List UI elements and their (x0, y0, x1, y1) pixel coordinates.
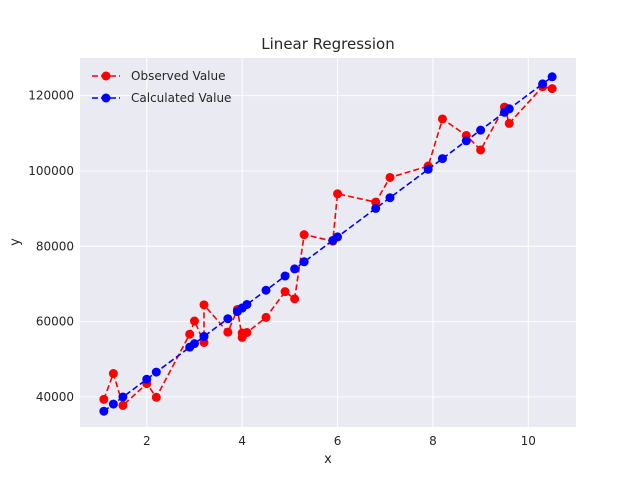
observed-value-point (290, 294, 300, 304)
x-tick-label: 8 (429, 434, 437, 448)
calculated-value-point (547, 72, 557, 82)
calculated-value-point (108, 399, 118, 409)
series-layer (99, 72, 557, 416)
calculated-value-point (333, 232, 343, 242)
calculated-value-point (118, 392, 128, 402)
y-tick-label: 120000 (28, 89, 74, 103)
calculated-value-point (142, 374, 152, 384)
x-tick-label: 4 (238, 434, 246, 448)
calculated-value-point (290, 264, 300, 274)
observed-value-point (476, 145, 486, 155)
observed-value-point (185, 329, 195, 339)
legend: Observed Value Calculated Value (92, 69, 231, 105)
observed-value-point (371, 197, 381, 207)
observed-value-point (189, 316, 199, 326)
x-tick-label: 6 (334, 434, 342, 448)
calculated-value-line (103, 76, 553, 412)
legend-label: Observed Value (131, 69, 226, 83)
observed-value-point (261, 312, 271, 322)
calculated-value-point (423, 164, 433, 174)
calculated-value-point (538, 79, 548, 89)
observed-value-point (299, 230, 309, 240)
observed-value-point (118, 400, 128, 410)
observed-value-point (108, 369, 118, 379)
legend-marker (101, 71, 111, 81)
tick-labels: 2 4 6 8 10 40000 60000 80000 100000 120000 (28, 89, 536, 448)
observed-value-point (223, 327, 233, 337)
plot-area (80, 58, 576, 427)
calculated-value-point (99, 406, 109, 416)
calculated-value-point (151, 367, 161, 377)
observed-value-point (280, 287, 290, 297)
x-tick-label: 10 (521, 434, 536, 448)
calculated-value-point (504, 104, 514, 114)
calculated-value-point (242, 299, 252, 309)
calculated-value-point (385, 193, 395, 203)
y-tick-label: 100000 (28, 164, 74, 178)
observed-value-point (547, 84, 557, 94)
observed-value-point (333, 189, 343, 199)
y-axis-label: y (8, 238, 23, 246)
calculated-value-point (461, 136, 471, 146)
observed-value-point (504, 118, 514, 128)
observed-value-point (199, 300, 209, 310)
observed-value-point (99, 394, 109, 404)
calculated-value-point (189, 339, 199, 349)
chart-title: Linear Regression (261, 35, 394, 53)
observed-value-point (151, 392, 161, 402)
legend-marker (101, 93, 111, 103)
observed-value-point (385, 172, 395, 182)
calculated-value-point (299, 257, 309, 267)
calculated-value-point (280, 271, 290, 281)
calculated-value-point (261, 285, 271, 295)
grid (80, 58, 576, 427)
x-axis-label: x (324, 452, 332, 467)
y-tick-label: 80000 (36, 239, 74, 253)
x-tick-label: 2 (143, 434, 151, 448)
calculated-value-point (371, 203, 381, 213)
calculated-value-point (199, 332, 209, 342)
calculated-value-point (437, 154, 447, 164)
y-tick-label: 60000 (36, 315, 74, 329)
observed-value-point (437, 114, 447, 124)
y-tick-label: 40000 (36, 390, 74, 404)
calculated-value-point (223, 314, 233, 324)
calculated-value-point (476, 125, 486, 135)
observed-value-point (242, 328, 252, 338)
legend-label: Calculated Value (131, 91, 231, 105)
